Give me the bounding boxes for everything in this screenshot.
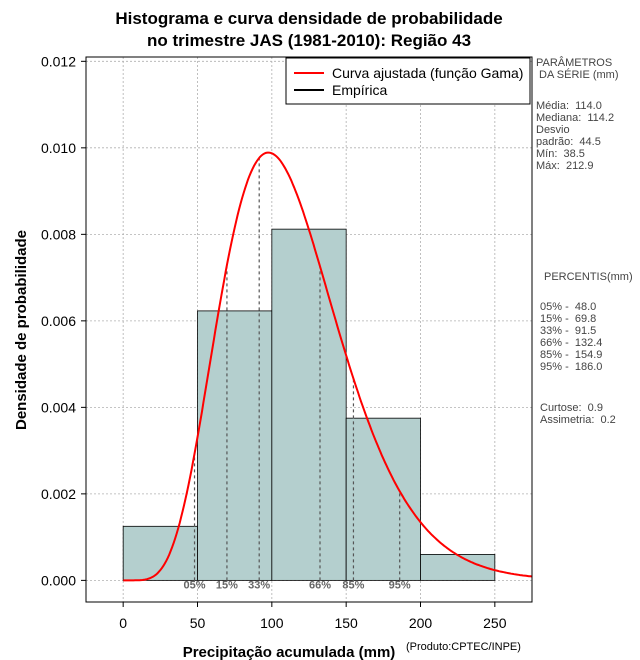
y-tick-label: 0.004 — [41, 399, 76, 415]
percentile-label: 15% — [216, 579, 238, 591]
histogram-bar — [197, 310, 273, 581]
params-values: Média: 114.0 Mediana: 114.2 Desvio padrã… — [536, 100, 615, 172]
x-tick-label: 250 — [483, 615, 507, 631]
y-tick-label: 0.002 — [41, 486, 76, 502]
x-tick-label: 200 — [409, 615, 433, 631]
legend-label: Empírica — [332, 82, 387, 98]
y-tick-label: 0.008 — [41, 226, 76, 242]
chart-title-line1: Histograma e curva densidade de probabil… — [115, 9, 503, 28]
percentis-values: 05% - 48.0 15% - 69.8 33% - 91.5 66% - 1… — [540, 301, 603, 373]
percentile-label: 05% — [184, 579, 206, 591]
histogram-bar — [271, 228, 347, 581]
legend-box — [285, 57, 531, 105]
shape-stats: Curtose: 0.9 Assimetria: 0.2 — [540, 402, 616, 426]
percentile-label: 33% — [248, 579, 270, 591]
percentile-label: 85% — [342, 579, 364, 591]
x-tick-label: 50 — [190, 615, 206, 631]
y-tick-label: 0.000 — [41, 572, 76, 588]
histogram-bar — [122, 525, 198, 581]
x-tick-label: 100 — [260, 615, 284, 631]
percentis-title: PERCENTIS(mm) — [544, 271, 633, 283]
x-axis-label: Precipitação acumulada (mm) — [183, 644, 396, 660]
histogram-bar — [345, 417, 421, 581]
gamma-curve — [123, 151, 533, 582]
x-tick-label: 0 — [119, 615, 127, 631]
percentile-label: 95% — [389, 579, 411, 591]
product-credit: (Produto:CPTEC/INPE) — [406, 641, 521, 653]
x-tick-label: 150 — [334, 615, 358, 631]
percentile-label: 66% — [309, 579, 331, 591]
params-title: PARÂMETROS DA SÉRIE (mm) — [536, 57, 619, 81]
y-axis-label: Densidade de probabilidade — [13, 230, 30, 430]
y-tick-label: 0.012 — [41, 53, 76, 69]
y-tick-label: 0.010 — [41, 140, 76, 156]
y-tick-label: 0.006 — [41, 313, 76, 329]
plot-frame — [85, 56, 533, 603]
chart-title-line2: no trimestre JAS (1981-2010): Região 43 — [146, 31, 472, 50]
legend-label: Curva ajustada (função Gama) — [332, 65, 523, 81]
